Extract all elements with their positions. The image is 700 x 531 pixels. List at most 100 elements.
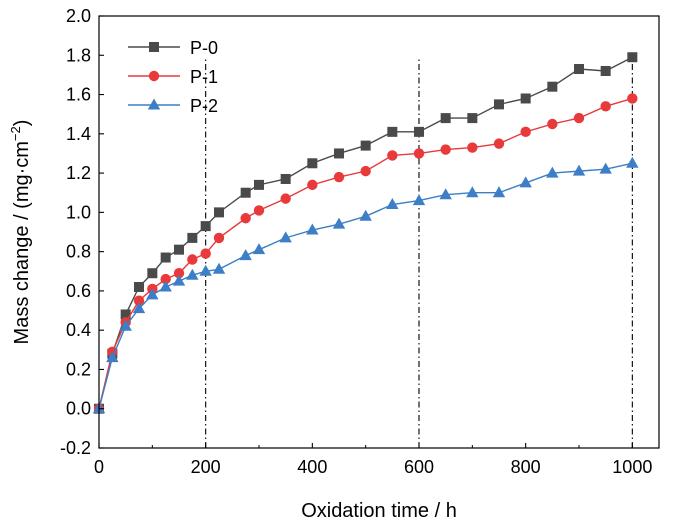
data-point xyxy=(600,65,611,76)
series-P-0 xyxy=(94,52,638,414)
data-point xyxy=(440,113,451,124)
data-point xyxy=(547,81,558,92)
data-point xyxy=(252,243,266,255)
data-point xyxy=(254,179,264,190)
data-point xyxy=(520,93,531,104)
x-tick-label: 1000 xyxy=(612,457,652,477)
data-point xyxy=(240,213,251,224)
x-tick-label: 600 xyxy=(404,457,434,477)
data-point xyxy=(520,126,531,138)
data-point xyxy=(572,164,586,176)
data-point xyxy=(214,207,224,218)
series-line xyxy=(98,56,633,409)
data-point xyxy=(574,64,584,75)
data-point xyxy=(187,232,198,243)
data-point xyxy=(519,176,532,188)
data-point xyxy=(120,309,131,320)
data-point xyxy=(200,221,211,232)
series-P-2 xyxy=(92,156,639,414)
data-point xyxy=(307,158,318,169)
data-point xyxy=(133,295,145,306)
data-point xyxy=(627,52,638,63)
data-point xyxy=(414,126,424,137)
y-axis-title-superscript: −2 xyxy=(8,126,23,141)
data-point xyxy=(149,42,159,52)
data-point xyxy=(253,205,265,216)
axis-ticks: 0 200 400 600 800 1000 -0.2 0.0 0.2 0.4 0.6 0.8 1.0 1… xyxy=(60,6,652,477)
data-point xyxy=(106,351,119,363)
data-point xyxy=(599,162,612,174)
data-point xyxy=(239,249,252,261)
data-point xyxy=(387,126,398,137)
legend-item-P-2: P-2 xyxy=(128,96,218,116)
y-tick-label: 0.0 xyxy=(66,399,91,419)
y-tick-label: 1.2 xyxy=(66,163,91,183)
data-point xyxy=(119,319,132,331)
plot-frame xyxy=(98,15,660,449)
data-point xyxy=(280,193,291,204)
data-point xyxy=(494,99,504,110)
y-tick-label: 0.8 xyxy=(66,242,91,262)
x-tick-label: 200 xyxy=(191,457,221,477)
data-point xyxy=(492,186,506,198)
data-point xyxy=(200,248,211,259)
data-point xyxy=(493,138,505,149)
data-point xyxy=(132,302,146,314)
reference-lines xyxy=(205,57,633,448)
legend-label: P-1 xyxy=(190,67,218,87)
data-point xyxy=(359,209,372,221)
data-point xyxy=(160,252,171,263)
y-tick-label: 0.6 xyxy=(66,281,91,301)
data-point xyxy=(240,187,251,198)
data-point xyxy=(173,268,185,279)
data-point xyxy=(174,244,184,255)
y-tick-label: -0.2 xyxy=(60,438,91,458)
data-point xyxy=(186,268,199,280)
data-point xyxy=(467,142,478,153)
y-tick-label: 2.0 xyxy=(66,6,91,26)
data-point xyxy=(413,148,425,159)
x-tick-label: 400 xyxy=(297,457,327,477)
data-point xyxy=(626,156,639,168)
series-layer xyxy=(92,52,639,414)
data-point xyxy=(439,188,452,200)
data-point xyxy=(360,140,371,151)
x-tick-label: 0 xyxy=(94,457,104,477)
data-point xyxy=(146,288,159,300)
data-point xyxy=(199,264,212,276)
data-point xyxy=(360,165,371,177)
y-axis-title-close: ) xyxy=(11,120,33,127)
data-point xyxy=(332,217,346,229)
data-point xyxy=(307,179,318,191)
data-point xyxy=(467,113,478,124)
data-point xyxy=(387,150,398,161)
y-tick-label: 1.4 xyxy=(66,124,91,144)
data-point xyxy=(412,194,426,206)
x-axis-title: Oxidation time / h xyxy=(301,500,457,522)
data-point xyxy=(546,166,559,178)
data-point xyxy=(160,273,171,285)
data-point xyxy=(334,148,344,159)
x-tick-label: 800 xyxy=(511,457,541,477)
y-tick-label: 1.0 xyxy=(66,202,91,222)
legend: P-0 P-1 P-2 xyxy=(128,38,218,116)
data-point xyxy=(172,274,186,286)
data-point xyxy=(147,268,158,279)
data-point xyxy=(333,171,345,183)
data-point xyxy=(600,101,611,112)
y-tick-label: 1.8 xyxy=(66,45,91,65)
data-point xyxy=(212,262,226,274)
data-point xyxy=(547,118,558,130)
legend-label: P-2 xyxy=(190,96,218,116)
legend-item-P-0: P-0 xyxy=(128,38,218,58)
data-point xyxy=(440,144,451,155)
y-axis-title-main: Mass change / (mg·cm xyxy=(11,141,33,344)
data-point xyxy=(134,281,144,292)
legend-item-P-1: P-1 xyxy=(128,67,218,87)
data-point xyxy=(386,198,399,210)
y-axis-title: Mass change / (mg·cm−2) xyxy=(8,120,33,345)
data-point xyxy=(306,223,319,235)
y-tick-label: 1.6 xyxy=(66,85,91,105)
data-point xyxy=(279,231,292,243)
y-tick-label: 0.2 xyxy=(66,359,91,379)
